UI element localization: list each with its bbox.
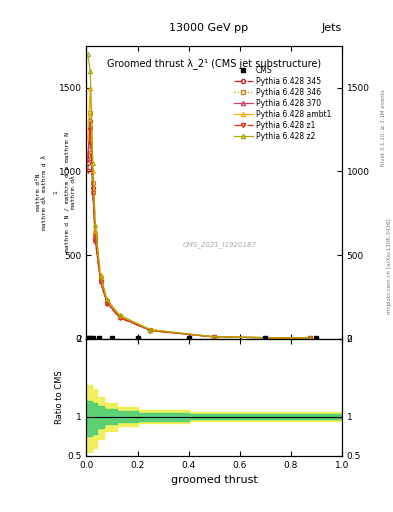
X-axis label: groomed thrust: groomed thrust: [171, 475, 257, 485]
Pythia 6.428 ambt1: [308, 335, 312, 342]
Pythia 6.428 ambt1: [85, 135, 90, 141]
Pythia 6.428 370: [93, 237, 98, 243]
Pythia 6.428 ambt1: [148, 327, 152, 333]
Pythia 6.428 345: [212, 334, 217, 340]
Text: Groomed thrust λ_2¹ (CMS jet substructure): Groomed thrust λ_2¹ (CMS jet substructur…: [107, 58, 321, 69]
Pythia 6.428 346: [117, 313, 122, 319]
Line: Pythia 6.428 z2: Pythia 6.428 z2: [86, 52, 312, 340]
Pythia 6.428 ambt1: [93, 227, 98, 233]
Pythia 6.428 370: [85, 155, 90, 161]
Pythia 6.428 ambt1: [98, 274, 103, 280]
Text: 13000 GeV pp: 13000 GeV pp: [169, 23, 248, 33]
Pythia 6.428 370: [90, 188, 95, 195]
Pythia 6.428 346: [85, 152, 90, 158]
Pythia 6.428 ambt1: [88, 85, 93, 91]
Pythia 6.428 346: [98, 275, 103, 282]
Pythia 6.428 ambt1: [105, 297, 109, 303]
Pythia 6.428 346: [93, 232, 98, 238]
Pythia 6.428 346: [88, 110, 93, 116]
Text: mcplots.cern.ch [arXiv:1306.3436]: mcplots.cern.ch [arXiv:1306.3436]: [387, 219, 391, 314]
Pythia 6.428 370: [88, 121, 93, 127]
Pythia 6.428 z1: [93, 239, 98, 245]
Pythia 6.428 345: [85, 160, 90, 166]
Pythia 6.428 z1: [90, 190, 95, 196]
Pythia 6.428 345: [90, 185, 95, 191]
Pythia 6.428 370: [148, 327, 152, 333]
Pythia 6.428 345: [117, 314, 122, 320]
Line: Pythia 6.428 ambt1: Pythia 6.428 ambt1: [86, 86, 312, 340]
Pythia 6.428 z2: [85, 51, 90, 57]
Pythia 6.428 ambt1: [117, 312, 122, 318]
Pythia 6.428 346: [308, 335, 312, 342]
Pythia 6.428 z2: [212, 334, 217, 340]
Line: Pythia 6.428 345: Pythia 6.428 345: [86, 119, 312, 340]
Pythia 6.428 z1: [308, 335, 312, 342]
Pythia 6.428 370: [212, 334, 217, 340]
Pythia 6.428 ambt1: [212, 334, 217, 340]
Y-axis label: Ratio to CMS: Ratio to CMS: [55, 370, 64, 424]
Pythia 6.428 345: [88, 118, 93, 124]
Pythia 6.428 345: [148, 327, 152, 333]
Line: Pythia 6.428 z1: Pythia 6.428 z1: [86, 127, 312, 340]
Pythia 6.428 346: [148, 327, 152, 333]
Pythia 6.428 z2: [148, 327, 152, 333]
Pythia 6.428 346: [90, 180, 95, 186]
Pythia 6.428 z2: [105, 296, 109, 303]
Pythia 6.428 z1: [212, 334, 217, 340]
Pythia 6.428 z2: [90, 160, 95, 166]
Pythia 6.428 z1: [148, 328, 152, 334]
Pythia 6.428 z2: [98, 272, 103, 278]
Y-axis label: mathrm d²N
mathrm dλ mathrm d λ

1

mathrm d N / mathrm d p mathrm N
mathrm dλ: mathrm d²N mathrm dλ mathrm d λ 1 mathrm…: [36, 133, 76, 252]
Pythia 6.428 z2: [117, 312, 122, 318]
Line: Pythia 6.428 346: Pythia 6.428 346: [86, 111, 312, 340]
Pythia 6.428 346: [212, 334, 217, 340]
Pythia 6.428 345: [308, 335, 312, 342]
Text: CMS_2021_I1920187: CMS_2021_I1920187: [182, 242, 256, 248]
Pythia 6.428 z2: [308, 335, 312, 342]
Pythia 6.428 z2: [93, 222, 98, 228]
Pythia 6.428 z1: [117, 315, 122, 321]
Pythia 6.428 z1: [85, 168, 90, 175]
Text: Rivet 3.1.10, ≥ 3.1M events: Rivet 3.1.10, ≥ 3.1M events: [381, 90, 386, 166]
Pythia 6.428 z1: [105, 301, 109, 307]
Pythia 6.428 370: [308, 335, 312, 342]
Pythia 6.428 370: [98, 278, 103, 284]
Pythia 6.428 z1: [88, 126, 93, 133]
Pythia 6.428 345: [93, 236, 98, 242]
Pythia 6.428 370: [105, 300, 109, 306]
Legend: CMS, Pythia 6.428 345, Pythia 6.428 346, Pythia 6.428 370, Pythia 6.428 ambt1, P: CMS, Pythia 6.428 345, Pythia 6.428 346,…: [232, 65, 333, 142]
Pythia 6.428 345: [105, 299, 109, 305]
Pythia 6.428 346: [105, 298, 109, 304]
Text: Jets: Jets: [321, 23, 342, 33]
Pythia 6.428 z1: [98, 279, 103, 285]
Pythia 6.428 ambt1: [90, 168, 95, 175]
Pythia 6.428 345: [98, 277, 103, 283]
Pythia 6.428 z2: [88, 68, 93, 74]
Pythia 6.428 370: [117, 314, 122, 321]
Line: Pythia 6.428 370: Pythia 6.428 370: [86, 122, 312, 340]
